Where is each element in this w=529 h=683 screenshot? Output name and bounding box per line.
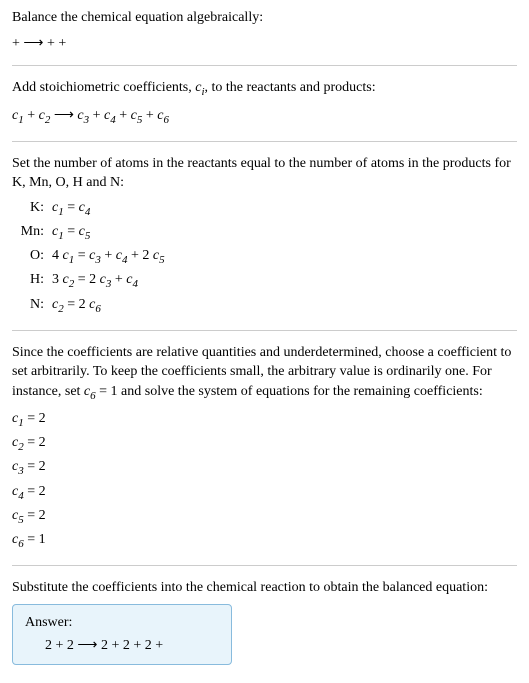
coeff-c6: c6 = 1 [12,529,517,553]
coeff-c4: c4 = 2 [12,481,517,505]
atoms-table: K: c1 = c4 Mn: c1 = c5 O: 4 c1 = c3 + c4… [12,197,517,318]
answer-equation: 2 + 2 ⟶ 2 + 2 + 2 + [25,636,219,656]
ci-var: ci [195,80,204,95]
solve-text-2: = 1 and solve the system of equations fo… [96,384,483,399]
atom-row-O: O: 4 c1 = c3 + c4 + 2 c5 [12,245,517,269]
stoich-text-2: , to the reactants and products: [205,80,376,95]
section-stoichiometric: Add stoichiometric coefficients, ci, to … [12,78,517,128]
substitute-text: Substitute the coefficients into the che… [12,578,517,598]
coeff-c5: c5 = 2 [12,505,517,529]
section-substitute: Substitute the coefficients into the che… [12,578,517,665]
atom-row-N: N: c2 = 2 c6 [12,294,517,318]
divider [12,65,517,66]
title-text: Balance the chemical equation algebraica… [12,10,263,25]
coeff-c1: c1 = 2 [12,408,517,432]
section-title: Balance the chemical equation algebraica… [12,8,517,53]
coeff-c2: c2 = 2 [12,432,517,456]
equation-2: c1 + c2 ⟶ c3 + c4 + c5 + c6 [12,106,517,128]
section-atoms: Set the number of atoms in the reactants… [12,154,517,318]
divider [12,141,517,142]
atoms-text: Set the number of atoms in the reactants… [12,154,517,193]
coefficients-list: c1 = 2 c2 = 2 c3 = 2 c4 = 2 c5 = 2 c6 = … [12,408,517,553]
section-solve: Since the coefficients are relative quan… [12,343,517,554]
atom-row-K: K: c1 = c4 [12,197,517,221]
coeff-c3: c3 = 2 [12,456,517,480]
divider [12,330,517,331]
atom-row-H: H: 3 c2 = 2 c3 + c4 [12,269,517,293]
atom-row-Mn: Mn: c1 = c5 [12,221,517,245]
stoich-text-1: Add stoichiometric coefficients, [12,80,195,95]
equation-1: + ⟶ + + [12,34,517,54]
divider [12,565,517,566]
answer-box: Answer: 2 + 2 ⟶ 2 + 2 + 2 + [12,604,232,665]
answer-label: Answer: [25,613,219,633]
